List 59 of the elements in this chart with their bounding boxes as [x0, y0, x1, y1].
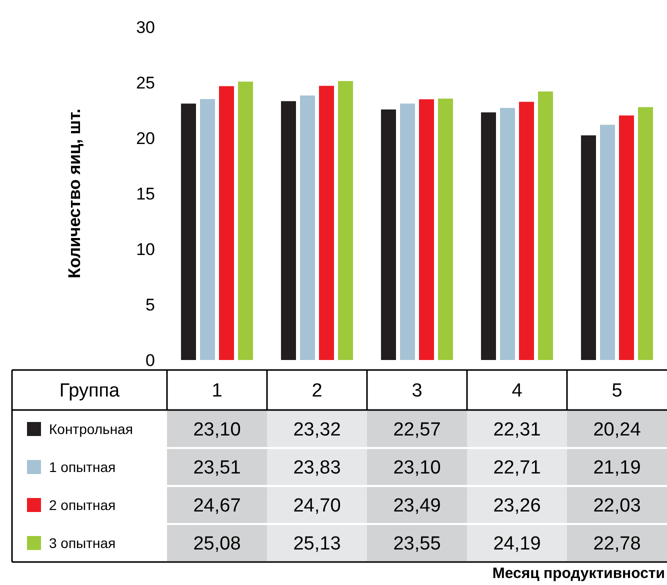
data-label: 23,51 — [193, 458, 241, 479]
data-label: 23,10 — [193, 420, 241, 441]
bar — [300, 95, 315, 360]
y-tick-label: 20 — [136, 128, 155, 148]
x-tick-label: 3 — [412, 380, 422, 402]
data-label: 23,32 — [293, 420, 341, 441]
data-label: 22,31 — [493, 420, 541, 441]
data-label: 23,55 — [393, 534, 441, 555]
data-label: 22,71 — [493, 458, 541, 479]
y-tick-label: 25 — [136, 73, 155, 92]
x-tick-label: 5 — [612, 380, 622, 402]
bar — [238, 82, 253, 360]
bar — [581, 135, 596, 360]
bar — [400, 104, 415, 360]
bar — [200, 99, 215, 360]
bar — [219, 86, 234, 360]
data-label: 22,03 — [593, 496, 641, 517]
bar — [419, 99, 434, 360]
bar — [600, 124, 615, 360]
bar — [181, 104, 196, 360]
data-label: 24,70 — [293, 496, 341, 517]
y-axis-title: Количество яиц, шт. — [65, 108, 84, 278]
data-label: 24,67 — [193, 496, 241, 517]
data-label: 20,24 — [593, 420, 642, 441]
legend-label: 3 опытная — [49, 534, 116, 551]
y-tick-label: 30 — [136, 18, 155, 37]
x-tick-label: 2 — [312, 380, 322, 402]
y-tick-label: 15 — [136, 184, 155, 204]
data-label: 21,19 — [593, 458, 641, 479]
bar — [500, 108, 515, 360]
legend-title: Группа — [59, 380, 120, 402]
text: Месяц продуктивности — [492, 565, 665, 582]
data-label: 23,10 — [393, 458, 441, 479]
bar — [619, 115, 634, 360]
y-tick-label: 10 — [136, 240, 155, 259]
y-tick-label: 0 — [146, 350, 155, 370]
bar — [638, 107, 653, 360]
bar — [438, 98, 453, 360]
data-label: 25,13 — [293, 534, 341, 555]
bar — [338, 81, 353, 360]
bar — [281, 101, 296, 360]
x-tick-label: 4 — [512, 380, 523, 402]
bar — [319, 86, 334, 360]
data-label: 25,08 — [193, 534, 241, 555]
bar — [538, 91, 553, 360]
data-label: 23,49 — [393, 496, 441, 517]
data-label: 23,26 — [493, 496, 541, 517]
legend-label: Контрольная — [49, 420, 133, 437]
bar — [481, 112, 496, 360]
x-tick-label: 1 — [212, 380, 222, 402]
data-label: 22,57 — [393, 420, 441, 441]
bar — [381, 109, 396, 360]
bar — [519, 102, 534, 360]
data-label: 23,83 — [293, 458, 341, 479]
y-tick-label: 5 — [146, 295, 155, 314]
legend-label: 2 опытная — [49, 496, 116, 513]
data-label: 24,19 — [493, 534, 541, 555]
legend-label: 1 опытная — [49, 458, 116, 475]
data-label: 22,78 — [593, 534, 641, 555]
